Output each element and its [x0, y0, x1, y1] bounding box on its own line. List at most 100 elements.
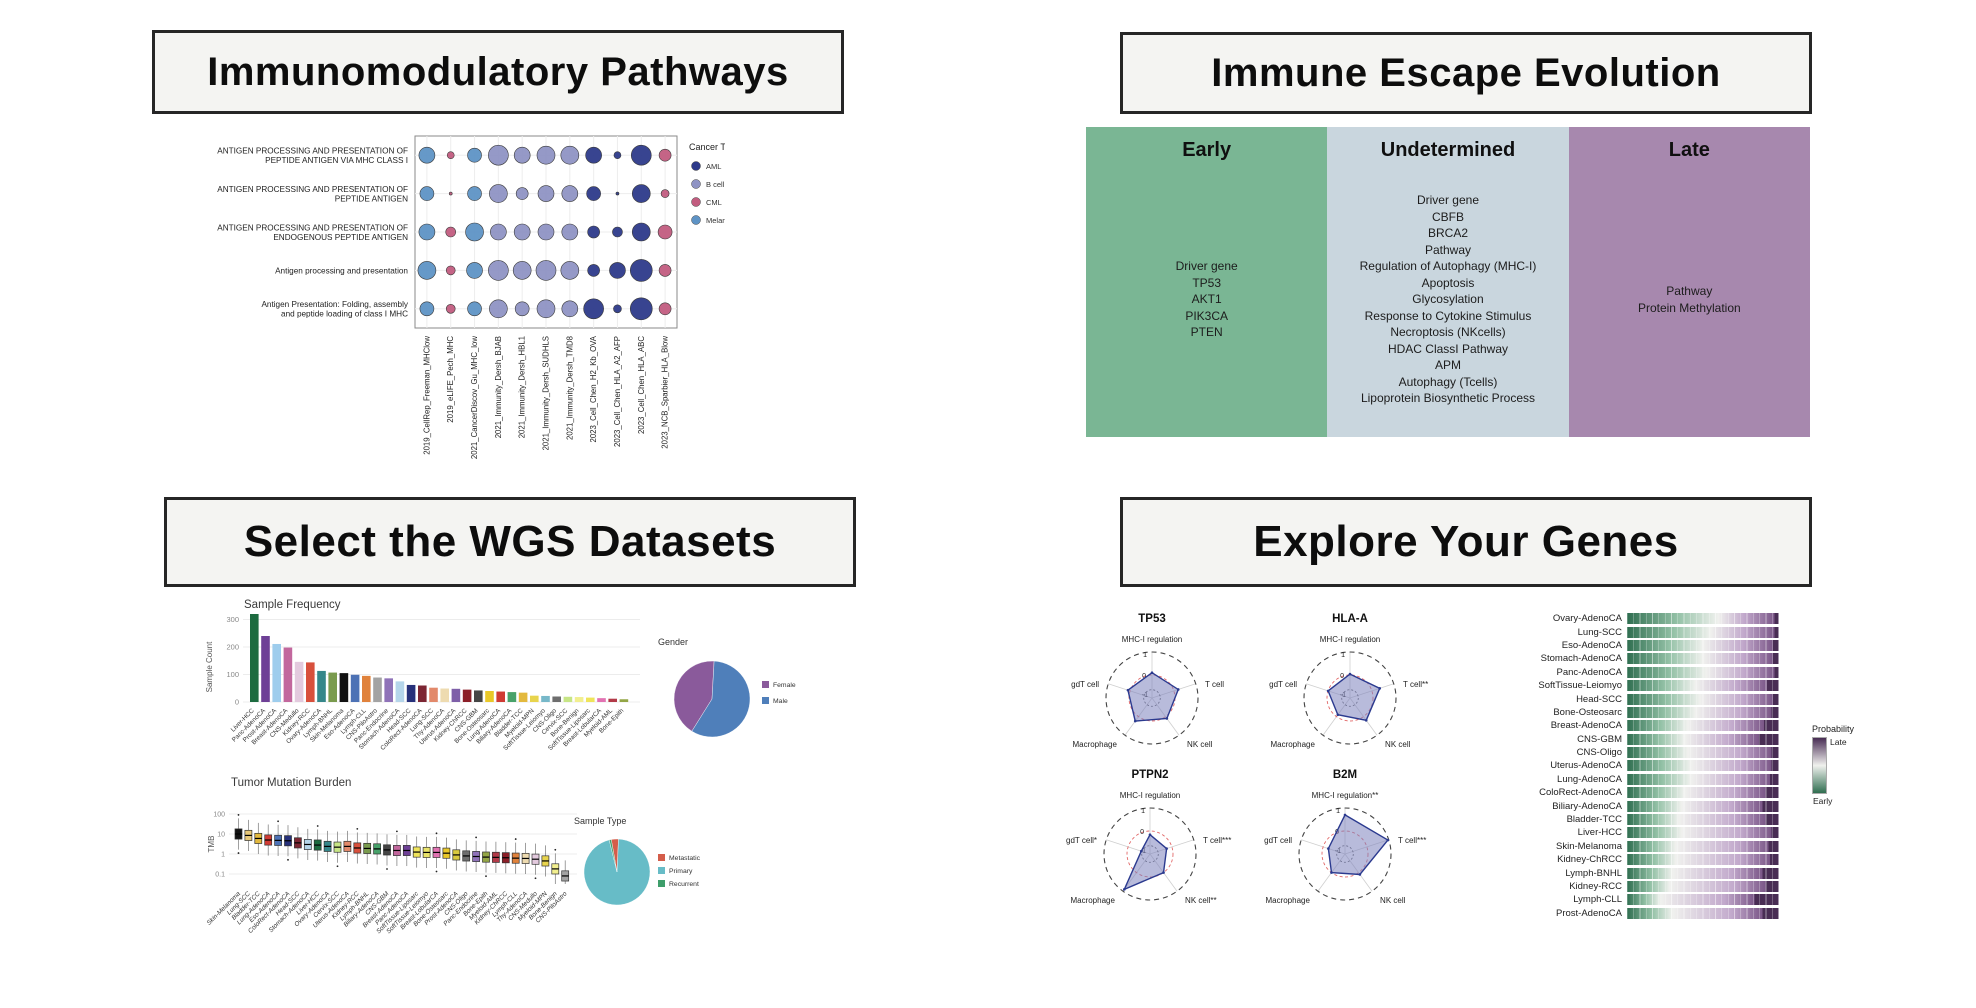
evolution-item: Apoptosis	[1421, 275, 1475, 290]
dotplot-container: ANTIGEN PROCESSING AND PRESENTATION OF PE…	[165, 118, 762, 495]
dotplot-dot	[631, 222, 651, 242]
ring-label: 0	[1140, 829, 1144, 836]
radar-axis-label: T cell**	[1403, 680, 1428, 689]
evolution-item: TP53	[1192, 275, 1221, 290]
stacked-row-bar	[1627, 773, 1779, 785]
evolution-item: Lipoprotein Biosynthetic Process	[1360, 391, 1536, 406]
dotplot-dot	[586, 186, 601, 201]
dotplot-dot	[537, 185, 555, 202]
dotplot-dot	[466, 262, 483, 279]
stacked-row-bar	[1627, 867, 1779, 879]
bar	[429, 687, 438, 702]
evolution-column-items: Driver gene CBFB BRCA2 Pathway Regulation of…	[1360, 162, 1537, 437]
radar-polygon	[1327, 813, 1389, 876]
legend-label: Male	[773, 698, 788, 705]
ring-label: 0	[1340, 673, 1344, 680]
dotplot-dot	[561, 300, 579, 318]
legend-label: AML	[706, 162, 721, 171]
radar-vertex	[1123, 888, 1126, 891]
outlier	[336, 865, 339, 868]
timing-stacked-chart: Ovary-AdenoCA Lung-SCC Eso-AdenoCA Stomach-…	[1500, 612, 1779, 920]
stacked-row-label: Liver-HCC	[1577, 827, 1622, 839]
bar	[261, 636, 270, 702]
outlier	[237, 814, 240, 816]
dotplot-dot	[613, 304, 622, 314]
dotplot-x-label: 2021_Immunity_Dersh_BJAB	[494, 336, 503, 438]
evolution-item: Pathway	[1666, 284, 1713, 298]
stacked-row: Lymph-CLL	[1500, 893, 1779, 906]
bar	[373, 677, 382, 702]
dotplot-dot	[537, 223, 555, 241]
radar-axis-label: gdT cell*	[1066, 836, 1097, 845]
dotplot-dot	[561, 185, 579, 202]
stacked-row-bar	[1627, 733, 1779, 745]
radar-vertex	[1343, 813, 1347, 817]
outlier	[396, 830, 398, 833]
radar-vertex	[1326, 689, 1330, 693]
stacked-row: Biliary-AdenoCA	[1500, 799, 1779, 812]
dotplot-dot	[448, 191, 453, 196]
evolution-item: Response to Cytokine Stimulus	[1364, 308, 1532, 323]
ring-label: 1	[1143, 652, 1147, 659]
tmb-title: Tumor Mutation Burden	[231, 777, 351, 789]
dotplot-dot	[657, 224, 673, 240]
card-immunomodulatory-pathways[interactable]: Immunomodulatory Pathways	[152, 30, 844, 114]
card-select-wgs-datasets[interactable]: Select the WGS Datasets	[164, 497, 856, 587]
radar-vertex	[1148, 833, 1152, 836]
y-axis-label: Sample Count	[205, 641, 214, 692]
dotplot-dot	[445, 226, 457, 238]
stacked-row-label: Skin-Melanoma	[1556, 840, 1622, 852]
radar-axis-label: Macrophage	[1070, 896, 1115, 905]
y-tick-label: 100	[213, 812, 225, 819]
ring-label: 1	[1341, 652, 1345, 659]
stacked-row-bar	[1627, 827, 1779, 839]
dotplot-dot	[446, 151, 455, 160]
stacked-row: CNS-Oligo	[1500, 746, 1779, 759]
ring-label: 1	[1141, 808, 1145, 815]
radar-vertex	[1358, 873, 1362, 876]
radar-outer-ring	[1103, 807, 1197, 901]
legend-label: Melanoma	[706, 216, 725, 225]
dotplot-row-label: Antigen processing and presentation	[275, 266, 408, 275]
legend-label: Female	[773, 682, 796, 689]
legend-swatch	[658, 867, 665, 874]
outlier	[475, 836, 477, 839]
page-title-datasets: Select the WGS Datasets	[243, 517, 777, 566]
card-explore-your-genes[interactable]: Explore Your Genes	[1120, 497, 1812, 587]
evolution-item: Glycosylation	[1412, 292, 1484, 307]
radar-axis-label: NK cell	[1380, 896, 1406, 905]
stacked-row: Lung-SCC	[1500, 625, 1779, 638]
dotplot-dot	[489, 299, 508, 319]
radar-axis-label: NK cell**	[1185, 896, 1217, 905]
outlier	[554, 848, 557, 851]
stacked-row: Kidney-RCC	[1500, 880, 1779, 893]
dotplot-dot	[513, 146, 531, 164]
bar	[574, 697, 584, 702]
outlier	[485, 875, 487, 878]
stacked-row-label: Kidney-ChRCC	[1557, 854, 1622, 866]
sample-type-pie-container: Sample Type Metastatic Primary Recurrent	[560, 798, 830, 938]
legend-label: Primary	[669, 868, 693, 875]
stacked-row-bar	[1627, 653, 1779, 665]
radar-polygon	[1327, 673, 1381, 722]
bar	[541, 695, 550, 702]
radar-axis-label: gdT cell	[1269, 680, 1297, 689]
bar	[608, 698, 617, 702]
y-tick-label: 200	[226, 643, 239, 652]
stacked-row: Bladder-TCC	[1500, 813, 1779, 826]
legend-swatch	[691, 161, 701, 171]
radar-vertex	[1165, 717, 1169, 720]
outlier	[514, 838, 517, 840]
stacked-row-label: Kidney-RCC	[1569, 881, 1622, 892]
bar	[462, 689, 472, 702]
card-immune-escape-evolution[interactable]: Immune Escape Evolution	[1120, 32, 1812, 114]
dotplot-dot	[535, 260, 557, 281]
tmb-boxplot-chart: Tumor Mutation BurdenTMB1001010.1Skin-Me…	[206, 777, 577, 935]
evolution-column-header: Late	[1668, 139, 1710, 161]
legend-swatch	[762, 681, 769, 688]
stacked-row-bar	[1627, 639, 1779, 651]
radar-polygon	[1122, 833, 1168, 891]
bar	[272, 643, 281, 702]
evolution-item: PIK3CA	[1185, 308, 1228, 323]
